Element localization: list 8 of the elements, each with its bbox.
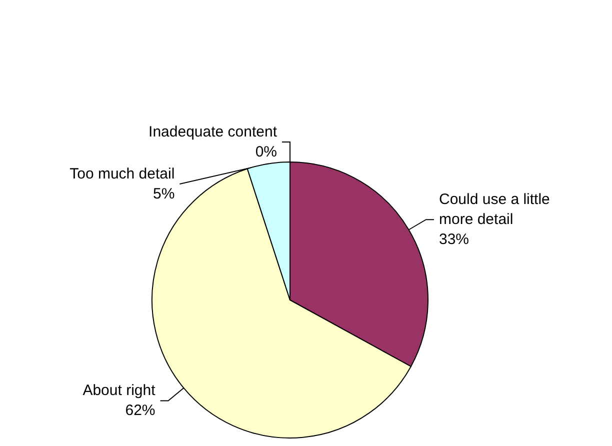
slice-label: About right xyxy=(82,382,156,400)
data-label: 5% xyxy=(152,186,175,202)
slice-label: Could use a little more detail xyxy=(438,191,554,228)
data-label: 33% xyxy=(438,231,470,248)
slice-label: Too much detail xyxy=(70,166,175,182)
data-label: 62% xyxy=(125,402,156,420)
category-label: Inadequate content xyxy=(148,124,277,140)
text: 0% xyxy=(255,144,277,160)
